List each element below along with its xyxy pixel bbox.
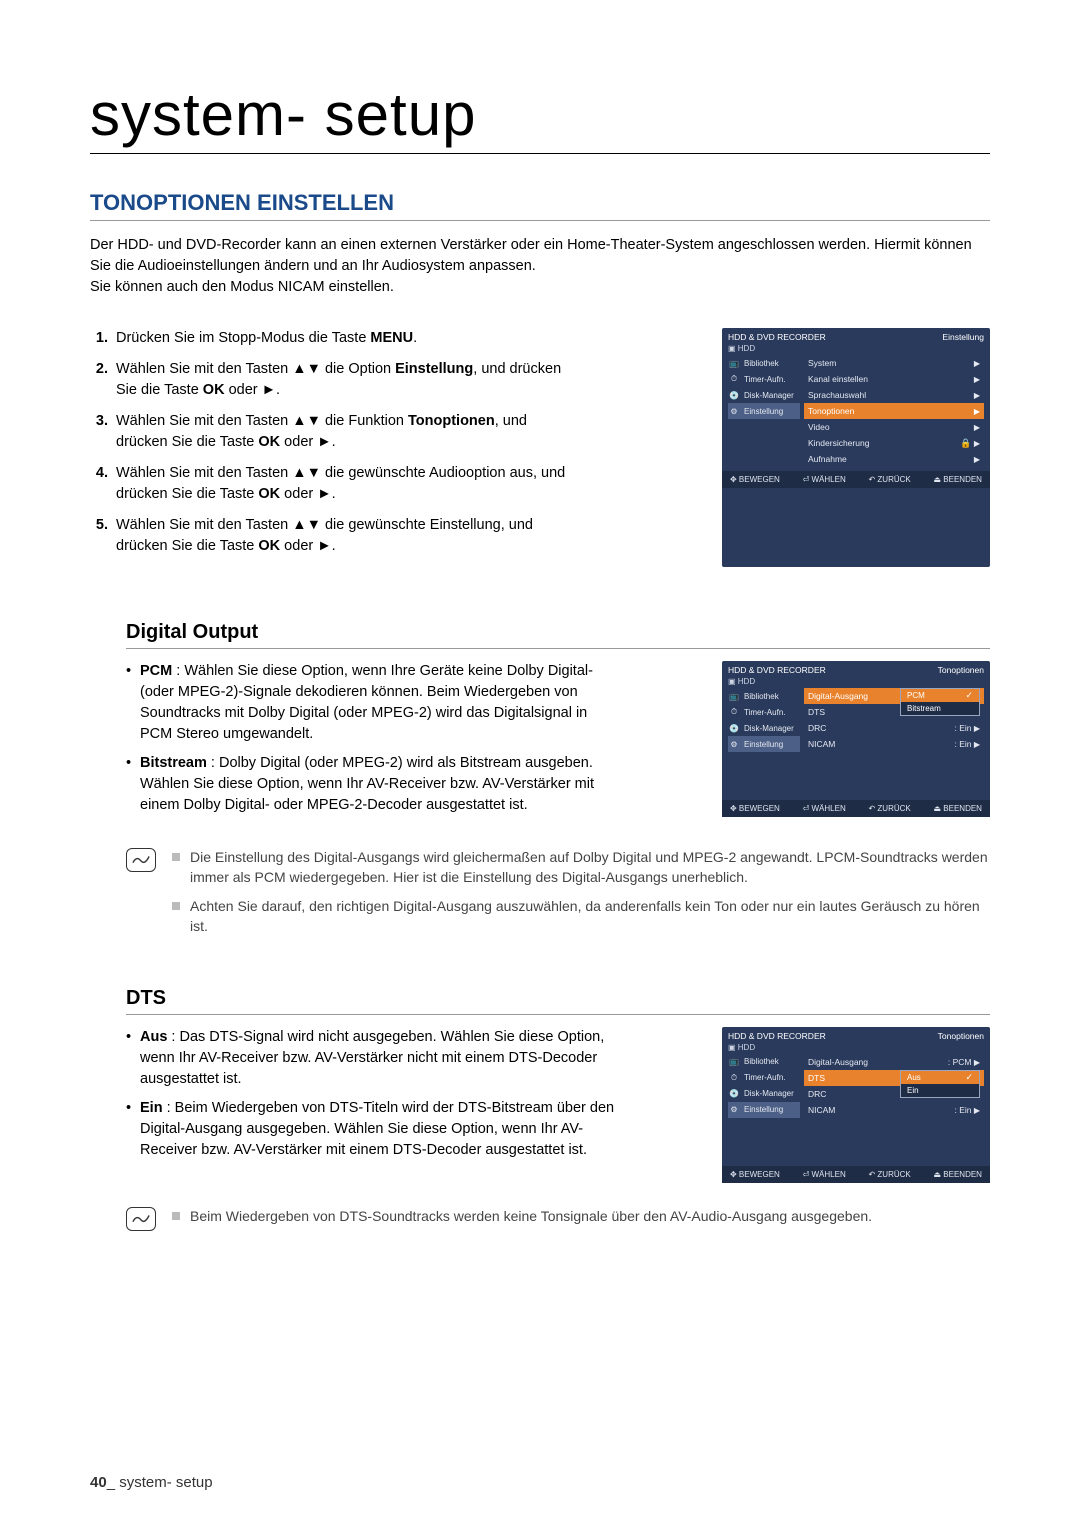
step: 5.Wählen Sie mit den Tasten ▲▼ die gewün… [90,515,580,557]
osd-title: Tonoptionen [938,1031,984,1041]
osd-side-item: 💿Disk-Manager [728,720,800,736]
osd-main: Digital-Ausgang: PCM ▶DTS ▶DRC ▶NICAM: E… [804,1054,984,1162]
osd-side-item: ⚙Einstellung [728,1102,800,1118]
osd-side-item: ⏱Timer-Aufn. [728,704,800,720]
osd-menu-row: System ▶ [804,355,984,371]
osd-popup-row: Aus✓ [901,1071,979,1084]
osd-menu-row: Kanal einstellen ▶ [804,371,984,387]
note-item: Beim Wiedergeben von DTS-Soundtracks wer… [172,1207,990,1227]
osd-popup-row: PCM✓ [901,689,979,702]
osd-side-item: ⚙Einstellung [728,736,800,752]
bullet-item: •Aus : Das DTS-Signal wird nicht ausgege… [126,1027,616,1090]
note-icon [126,1207,156,1231]
osd-menu-row: Kindersicherung🔒 ▶ [804,435,984,451]
osd-title: Einstellung [942,332,984,342]
osd-screenshot-tonoptionen-pcm: HDD & DVD RECORDER Tonoptionen ▣ HDD 📺Bib… [722,661,990,817]
osd-footer: ✥ BEWEGEN⏎ WÄHLEN↶ ZURÜCK⏏ BEENDEN [722,800,990,817]
osd-sidebar: 📺Bibliothek⏱Timer-Aufn.💿Disk-Manager⚙Ein… [728,688,800,796]
osd-main: Digital-Ausgang ▶DTS ▶DRC: Ein ▶NICAM: E… [804,688,984,796]
osd-menu-row: Aufnahme ▶ [804,451,984,467]
osd-side-item: 💿Disk-Manager [728,387,800,403]
osd-device-label: HDD & DVD RECORDER [728,665,826,675]
osd-drive-label: ▣ HDD [722,344,990,355]
steps-list: 1.Drücken Sie im Stopp-Modus die Taste M… [90,328,580,567]
page-number: 40_ system- setup [90,1474,213,1491]
osd-footer: ✥ BEWEGEN⏎ WÄHLEN↶ ZURÜCK⏏ BEENDEN [722,471,990,488]
osd-side-item: ⏱Timer-Aufn. [728,1070,800,1086]
osd-drive-label: ▣ HDD [722,1043,990,1054]
osd-popup: PCM✓Bitstream [900,688,980,716]
osd-side-item: 📺Bibliothek [728,688,800,704]
osd-sidebar: 📺Bibliothek⏱Timer-Aufn.💿Disk-Manager⚙Ein… [728,355,800,467]
note-item: Achten Sie darauf, den richtigen Digital… [172,897,990,936]
osd-screenshot-tonoptionen-dts: HDD & DVD RECORDER Tonoptionen ▣ HDD 📺Bib… [722,1027,990,1183]
bullet-item: •Bitstream : Dolby Digital (oder MPEG-2)… [126,753,616,816]
osd-menu-row: Video ▶ [804,419,984,435]
digital-output-bullets: •PCM : Wählen Sie diese Option, wenn Ihr… [126,661,616,824]
note-item: Die Einstellung des Digital-Ausgangs wir… [172,848,990,887]
note-icon [126,848,156,872]
intro-text: Der HDD- und DVD-Recorder kann an einen … [90,235,990,298]
note-block-digital: Die Einstellung des Digital-Ausgangs wir… [126,848,990,946]
osd-popup-row: Bitstream [901,702,979,715]
note-block-dts: Beim Wiedergeben von DTS-Soundtracks wer… [126,1207,990,1237]
osd-title: Tonoptionen [938,665,984,675]
osd-menu-row: NICAM: Ein ▶ [804,736,984,752]
bullet-item: •Ein : Beim Wiedergeben von DTS-Titeln w… [126,1098,616,1161]
step: 4.Wählen Sie mit den Tasten ▲▼ die gewün… [90,463,580,505]
osd-sidebar: 📺Bibliothek⏱Timer-Aufn.💿Disk-Manager⚙Ein… [728,1054,800,1162]
osd-side-item: 📺Bibliothek [728,1054,800,1070]
osd-drive-label: ▣ HDD [722,677,990,688]
osd-side-item: 📺Bibliothek [728,355,800,371]
section-heading: TONOPTIONEN EINSTELLEN [90,190,990,221]
osd-main: System ▶Kanal einstellen ▶Sprachauswahl … [804,355,984,467]
step: 2.Wählen Sie mit den Tasten ▲▼ die Optio… [90,359,580,401]
osd-device-label: HDD & DVD RECORDER [728,332,826,342]
dts-bullets: •Aus : Das DTS-Signal wird nicht ausgege… [126,1027,616,1183]
osd-menu-row: NICAM: Ein ▶ [804,1102,984,1118]
osd-side-item: ⏱Timer-Aufn. [728,371,800,387]
subheading-dts: DTS [126,987,990,1015]
osd-side-item: 💿Disk-Manager [728,1086,800,1102]
step: 3.Wählen Sie mit den Tasten ▲▼ die Funkt… [90,411,580,453]
osd-device-label: HDD & DVD RECORDER [728,1031,826,1041]
osd-menu-row: Sprachauswahl ▶ [804,387,984,403]
osd-footer: ✥ BEWEGEN⏎ WÄHLEN↶ ZURÜCK⏏ BEENDEN [722,1166,990,1183]
osd-menu-row: Digital-Ausgang: PCM ▶ [804,1054,984,1070]
page-title: system- setup [90,80,990,154]
step: 1.Drücken Sie im Stopp-Modus die Taste M… [90,328,580,349]
osd-side-item: ⚙Einstellung [728,403,800,419]
osd-menu-row: Tonoptionen ▶ [804,403,984,419]
subheading-digital-output: Digital Output [126,621,990,649]
osd-screenshot-einstellung: HDD & DVD RECORDER Einstellung ▣ HDD 📺Bib… [722,328,990,567]
osd-popup: Aus✓Ein [900,1070,980,1098]
osd-menu-row: DRC: Ein ▶ [804,720,984,736]
bullet-item: •PCM : Wählen Sie diese Option, wenn Ihr… [126,661,616,745]
osd-popup-row: Ein [901,1084,979,1097]
